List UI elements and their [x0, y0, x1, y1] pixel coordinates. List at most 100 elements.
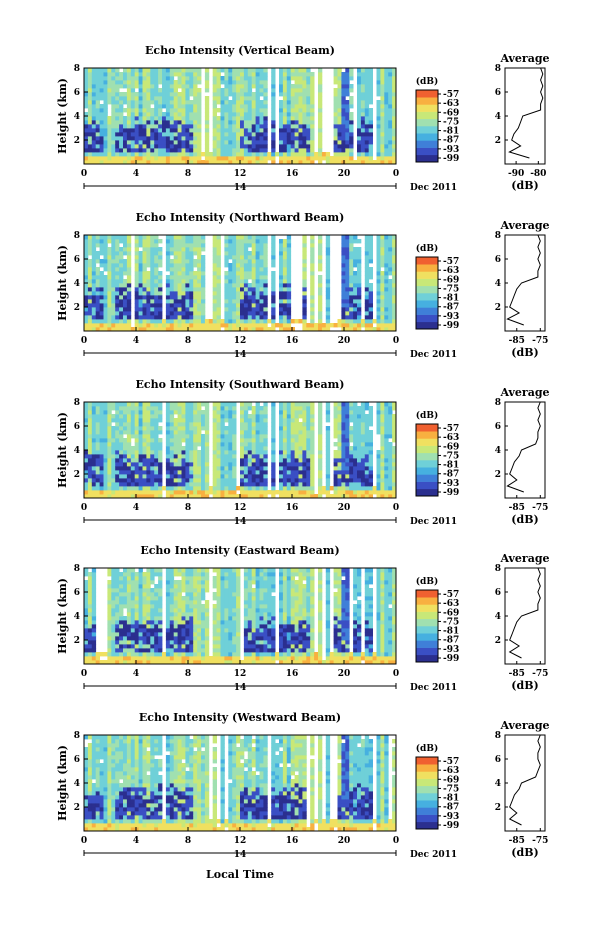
heatmap-cell [169, 88, 175, 93]
heatmap-cell [154, 490, 159, 495]
heatmap-cell [271, 243, 276, 248]
heatmap-cell [364, 128, 370, 133]
heatmap-cell [173, 92, 178, 97]
heatmap-cell [345, 442, 350, 447]
heatmap-cell [142, 303, 147, 308]
heatmap-cell [251, 132, 256, 137]
heatmap-cell [154, 239, 159, 244]
heatmap-cell [193, 315, 198, 320]
heatmap-cell [87, 323, 93, 328]
heatmap-cell [181, 84, 186, 89]
heatmap-cell [368, 128, 373, 133]
heatmap-cell [119, 263, 124, 268]
heatmap-cell [388, 410, 393, 415]
heatmap-cell [388, 418, 393, 423]
heatmap-cell [364, 307, 370, 312]
heatmap-cell [197, 96, 202, 101]
heatmap-cell [255, 235, 260, 240]
heatmap-cell [220, 148, 225, 153]
heatmap-cell [87, 466, 93, 471]
heatmap-cell [154, 406, 159, 411]
heatmap-cell [263, 104, 268, 109]
heatmap-cell [212, 80, 217, 85]
heatmap-cell [243, 100, 249, 105]
heatmap-cell [197, 156, 202, 161]
heatmap-cell [243, 72, 249, 77]
heatmap-cell [376, 279, 381, 284]
heatmap-cell [216, 450, 221, 455]
heatmap-cell [357, 100, 362, 105]
heatmap-cell [294, 120, 299, 125]
heatmap-cell [220, 112, 225, 117]
heatmap-cell [87, 474, 93, 479]
heatmap-cell [103, 136, 108, 141]
heatmap-cell [119, 271, 124, 276]
heatmap-cell [302, 72, 307, 77]
heatmap-cell [99, 458, 104, 463]
heatmap-cell [111, 438, 116, 443]
heatmap-cell [150, 474, 155, 479]
heatmap-cell [220, 466, 225, 471]
heatmap-cell [259, 156, 264, 161]
heatmap-cell [310, 144, 315, 149]
heatmap-cell [91, 271, 97, 276]
heatmap-cell [154, 422, 159, 427]
heatmap-cell [216, 251, 221, 256]
heatmap-cell [259, 406, 264, 411]
heatmap-cell [282, 482, 288, 487]
heatmap-cell [150, 299, 155, 304]
heatmap-cell [216, 152, 221, 157]
heatmap-cell [173, 96, 178, 101]
heatmap-cell [251, 410, 256, 415]
heatmap-cell [392, 124, 397, 129]
heatmap-cell [228, 323, 233, 328]
colorbar-tick-label: -81 [443, 127, 459, 137]
heatmap-cell [138, 132, 143, 137]
heatmap-cell [134, 287, 139, 292]
heatmap-cell [146, 128, 151, 133]
colorbar-tick-label: -69 [443, 108, 459, 118]
heatmap-cell [318, 283, 323, 288]
heatmap-cell [115, 402, 120, 407]
heatmap-cell [146, 406, 151, 411]
heatmap-cell [318, 100, 323, 105]
heatmap-cell [115, 307, 120, 312]
heatmap-cell [165, 490, 171, 495]
heatmap-cell [388, 283, 393, 288]
heatmap-cell [142, 442, 147, 447]
heatmap-cell [388, 267, 393, 272]
heatmap-cell [115, 84, 120, 89]
heatmap-cell [376, 128, 381, 133]
heatmap-cell [236, 323, 241, 328]
heatmap-cell [130, 148, 136, 153]
heatmap-cell [290, 116, 295, 121]
heatmap-cell [279, 462, 284, 467]
heatmap-cell [349, 128, 354, 133]
heatmap-cell [337, 96, 342, 101]
heatmap-cell [115, 454, 120, 459]
heatmap-cell [84, 287, 89, 292]
heatmap-cell [177, 80, 182, 85]
heatmap-cell [364, 414, 370, 419]
heatmap-cell [169, 104, 175, 109]
heatmap-cell [255, 108, 260, 113]
heatmap-cell [263, 315, 268, 320]
heatmap-cell [333, 104, 338, 109]
heatmap-cell [123, 156, 128, 161]
heatmap-cell [91, 323, 97, 328]
heatmap-cell [294, 422, 299, 427]
heatmap-cell [189, 458, 194, 463]
heatmap-cell [91, 410, 97, 415]
heatmap-cell [177, 136, 182, 141]
heatmap-cell [197, 247, 202, 252]
heatmap-cell [228, 251, 233, 256]
heatmap-cell [138, 259, 143, 264]
heatmap-cell [286, 442, 292, 447]
heatmap-cell [126, 84, 132, 89]
heatmap-cell [216, 247, 221, 252]
heatmap-cell [165, 406, 171, 411]
heatmap-cell [357, 116, 362, 121]
heatmap-cell [201, 458, 206, 463]
heatmap-cell [368, 88, 373, 93]
heatmap-cell [126, 128, 132, 133]
